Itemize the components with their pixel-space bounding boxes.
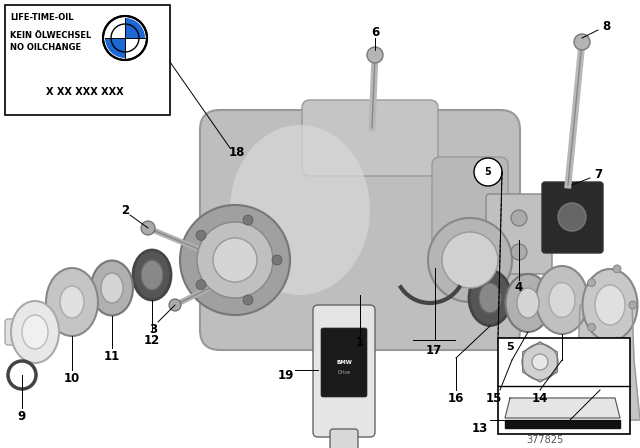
Text: LIFE-TIME-OIL: LIFE-TIME-OIL	[10, 13, 74, 22]
FancyBboxPatch shape	[5, 5, 170, 115]
Wedge shape	[105, 18, 125, 38]
Ellipse shape	[133, 250, 171, 300]
Circle shape	[196, 230, 206, 240]
Circle shape	[243, 215, 253, 225]
Text: 18: 18	[229, 146, 245, 159]
FancyBboxPatch shape	[498, 338, 630, 434]
Text: 4: 4	[515, 280, 523, 293]
Text: 19: 19	[278, 369, 294, 382]
Wedge shape	[125, 38, 145, 58]
Text: BMW: BMW	[336, 359, 352, 365]
Circle shape	[197, 222, 273, 298]
Circle shape	[522, 344, 558, 380]
Wedge shape	[125, 18, 145, 38]
Ellipse shape	[230, 125, 370, 295]
Text: 15: 15	[486, 392, 502, 405]
Circle shape	[558, 203, 586, 231]
Text: 377825: 377825	[526, 435, 564, 445]
Text: 6: 6	[371, 26, 379, 39]
FancyBboxPatch shape	[200, 110, 520, 350]
Text: 14: 14	[532, 392, 548, 405]
Circle shape	[532, 354, 548, 370]
Circle shape	[588, 323, 596, 332]
Circle shape	[141, 221, 155, 235]
FancyBboxPatch shape	[313, 305, 375, 437]
Text: 12: 12	[144, 333, 160, 346]
Ellipse shape	[141, 260, 163, 290]
Polygon shape	[505, 398, 620, 418]
Ellipse shape	[91, 260, 133, 315]
Circle shape	[428, 218, 512, 302]
Circle shape	[213, 238, 257, 282]
Ellipse shape	[101, 273, 123, 303]
Text: NO OILCHANGE: NO OILCHANGE	[10, 43, 81, 52]
Circle shape	[588, 279, 596, 287]
Circle shape	[574, 34, 590, 50]
Text: X XX XXX XXX: X XX XXX XXX	[46, 87, 124, 97]
Polygon shape	[575, 305, 640, 420]
FancyBboxPatch shape	[432, 157, 508, 263]
Ellipse shape	[517, 288, 539, 318]
Text: 8: 8	[602, 20, 610, 33]
Text: KEIN ÖLWECHSEL: KEIN ÖLWECHSEL	[10, 31, 92, 40]
FancyBboxPatch shape	[542, 182, 603, 253]
Circle shape	[180, 205, 290, 315]
Text: 2: 2	[121, 203, 129, 216]
FancyBboxPatch shape	[330, 429, 358, 448]
Ellipse shape	[506, 274, 550, 332]
Text: 5: 5	[484, 167, 492, 177]
Circle shape	[367, 47, 383, 63]
FancyBboxPatch shape	[486, 194, 552, 274]
FancyBboxPatch shape	[321, 328, 367, 397]
Text: 9: 9	[18, 409, 26, 422]
Text: 13: 13	[472, 422, 488, 435]
Ellipse shape	[11, 301, 59, 363]
Wedge shape	[105, 38, 125, 58]
Ellipse shape	[536, 266, 588, 334]
Circle shape	[474, 158, 502, 186]
Text: 5: 5	[506, 342, 514, 352]
Ellipse shape	[582, 269, 637, 341]
Text: Drive: Drive	[337, 370, 351, 375]
Circle shape	[511, 244, 527, 260]
Ellipse shape	[60, 286, 84, 318]
Circle shape	[169, 299, 181, 311]
Circle shape	[613, 337, 621, 345]
Text: 10: 10	[64, 371, 80, 384]
Ellipse shape	[469, 271, 511, 326]
Text: 1: 1	[356, 336, 364, 349]
Circle shape	[272, 255, 282, 265]
Circle shape	[613, 265, 621, 273]
Text: 7: 7	[594, 168, 602, 181]
Text: 3: 3	[149, 323, 157, 336]
Ellipse shape	[22, 315, 48, 349]
Polygon shape	[505, 420, 620, 428]
Ellipse shape	[549, 283, 575, 318]
Circle shape	[628, 301, 637, 309]
Circle shape	[196, 280, 206, 290]
Text: 17: 17	[426, 344, 442, 357]
Circle shape	[442, 232, 498, 288]
Ellipse shape	[479, 283, 501, 313]
Ellipse shape	[595, 285, 625, 325]
Text: 11: 11	[104, 349, 120, 362]
Circle shape	[243, 295, 253, 305]
FancyBboxPatch shape	[5, 319, 36, 345]
FancyBboxPatch shape	[302, 100, 438, 176]
Circle shape	[103, 16, 147, 60]
Circle shape	[511, 210, 527, 226]
Ellipse shape	[46, 268, 98, 336]
Text: 16: 16	[448, 392, 464, 405]
